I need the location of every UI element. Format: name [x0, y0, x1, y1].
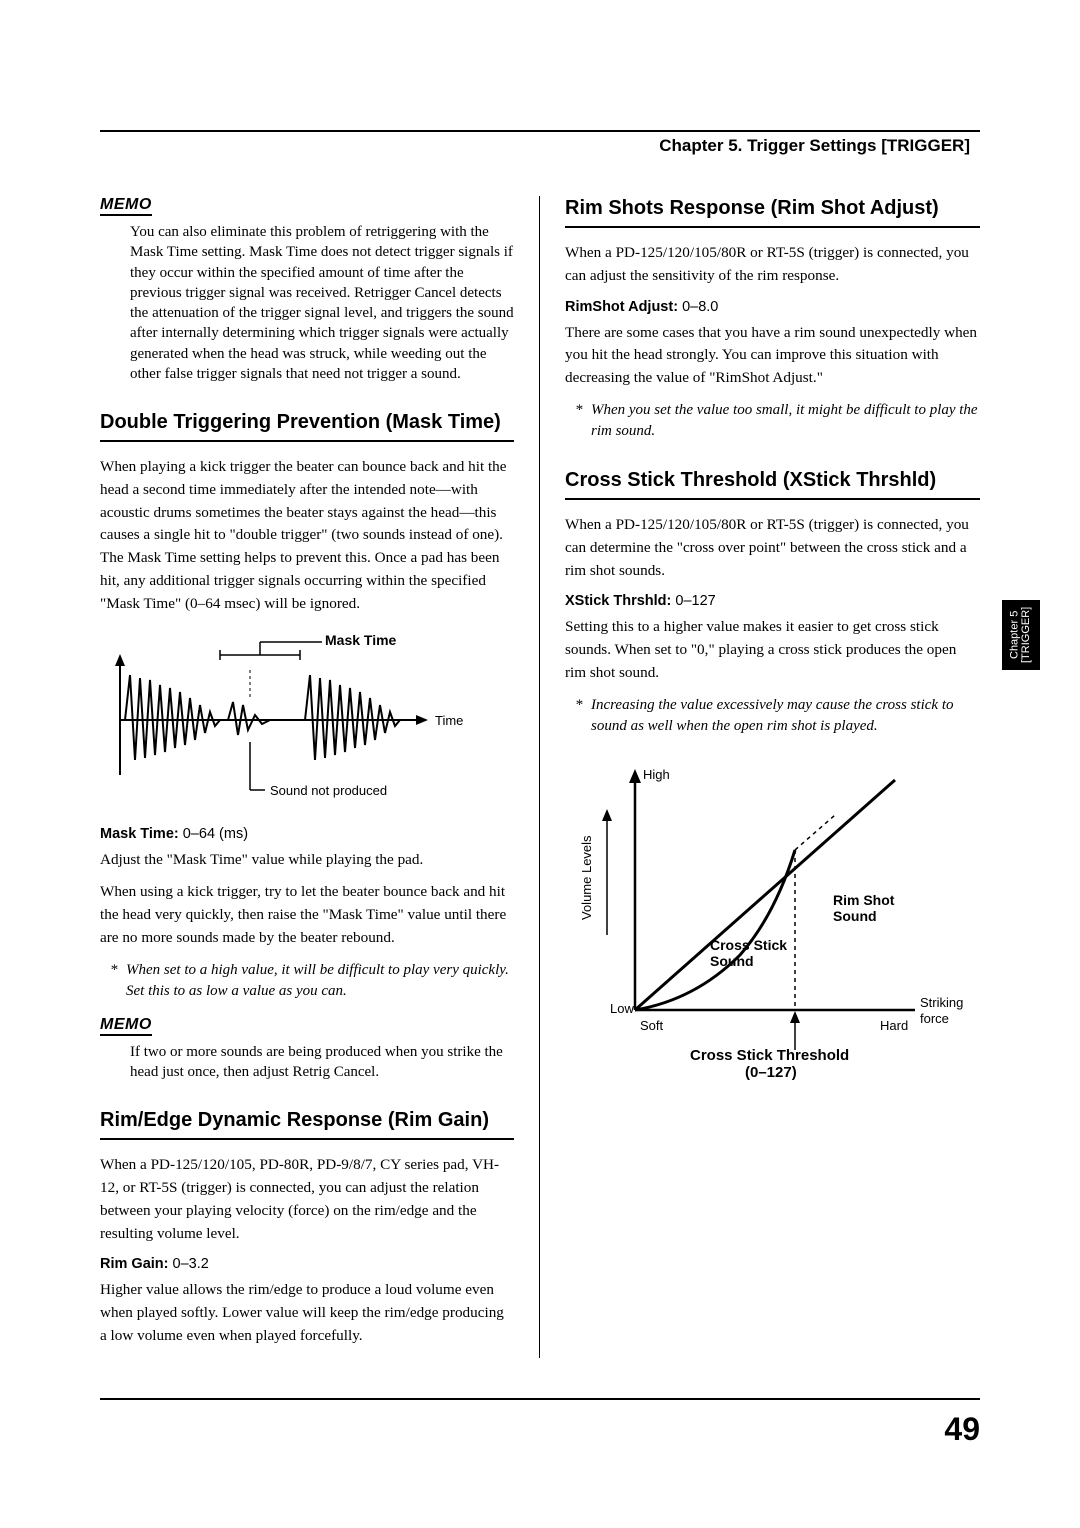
fig-label-low: Low: [610, 1001, 634, 1016]
fig-label-high: High: [643, 767, 670, 782]
fig-label-force: force: [920, 1011, 949, 1026]
columns: MEMO You can also eliminate this problem…: [100, 196, 980, 1358]
section-heading-rim-shot-adjust: Rim Shots Response (Rim Shot Adjust): [565, 196, 980, 228]
param-range: 0–127: [671, 593, 715, 609]
paragraph: Higher value allows the rim/edge to prod…: [100, 1279, 514, 1347]
param-range: 0–64 (ms): [179, 826, 248, 842]
chapter-header: Chapter 5. Trigger Settings [TRIGGER]: [100, 130, 980, 156]
paragraph: There are some cases that you have a rim…: [565, 322, 980, 390]
param-label: Mask Time:: [100, 826, 179, 842]
note: When set to a high value, it will be dif…: [126, 960, 514, 1002]
fig-label-soft: Soft: [640, 1018, 664, 1033]
fig-label-striking: Striking: [920, 995, 963, 1010]
section-heading-rim-gain: Rim/Edge Dynamic Response (Rim Gain): [100, 1108, 514, 1140]
memo-block-2: MEMO If two or more sounds are being pro…: [100, 1016, 514, 1083]
param-label: RimShot Adjust:: [565, 299, 678, 315]
bottom-rule: [100, 1398, 980, 1400]
memo-label: MEMO: [100, 1016, 152, 1036]
param-label: XStick Thrshld:: [565, 593, 671, 609]
memo-body: You can also eliminate this problem of r…: [130, 222, 514, 384]
fig-label-sound-not-produced: Sound not produced: [270, 783, 387, 798]
section-heading-mask-time: Double Triggering Prevention (Mask Time): [100, 410, 514, 442]
paragraph: When using a kick trigger, try to let th…: [100, 881, 514, 949]
note: When you set the value too small, it mig…: [591, 400, 980, 442]
paragraph: Setting this to a higher value makes it …: [565, 616, 980, 684]
param-xstick-thrshld: XStick Thrshld: 0–127: [565, 592, 980, 610]
xstick-figure: High Low Soft Hard Volume Levels Strikin…: [565, 755, 980, 1090]
section-heading-xstick: Cross Stick Threshold (XStick Thrshld): [565, 468, 980, 500]
fig-label-volume-levels: Volume Levels: [579, 835, 594, 920]
param-rimshot-adjust: RimShot Adjust: 0–8.0: [565, 298, 980, 316]
fig-caption-2: (0–127): [745, 1064, 797, 1081]
mask-time-figure: Mask Time Time: [100, 630, 514, 815]
side-tab: Chapter 5 [TRIGGER]: [1002, 600, 1040, 670]
fig-label-rimshot-1: Rim Shot: [833, 892, 895, 908]
fig-label-hard: Hard: [880, 1018, 908, 1033]
param-mask-time: Mask Time: 0–64 (ms): [100, 825, 514, 843]
paragraph: When a PD-125/120/105/80R or RT-5S (trig…: [565, 514, 980, 582]
fig-label-cross-1: Cross Stick: [710, 937, 787, 953]
fig-label-rimshot-2: Sound: [833, 908, 877, 924]
param-range: 0–8.0: [678, 299, 718, 315]
right-column: Rim Shots Response (Rim Shot Adjust) Whe…: [540, 196, 980, 1358]
page-content: Chapter 5. Trigger Settings [TRIGGER] ME…: [100, 130, 980, 1358]
param-rim-gain: Rim Gain: 0–3.2: [100, 1255, 514, 1273]
memo-block-1: MEMO You can also eliminate this problem…: [100, 196, 514, 384]
paragraph: Adjust the "Mask Time" value while playi…: [100, 849, 514, 872]
param-range: 0–3.2: [168, 1256, 208, 1272]
paragraph: When a PD-125/120/105, PD-80R, PD-9/8/7,…: [100, 1154, 514, 1245]
left-column: MEMO You can also eliminate this problem…: [100, 196, 540, 1358]
param-label: Rim Gain:: [100, 1256, 168, 1272]
fig-label-time: Time: [435, 713, 463, 728]
memo-label: MEMO: [100, 196, 152, 216]
fig-label-mask-time: Mask Time: [325, 632, 397, 648]
fig-caption-1: Cross Stick Threshold: [690, 1047, 849, 1064]
memo-body: If two or more sounds are being produced…: [130, 1042, 514, 1083]
page-number: 49: [944, 1411, 980, 1448]
paragraph: When a PD-125/120/105/80R or RT-5S (trig…: [565, 242, 980, 288]
fig-label-cross-2: Sound: [710, 953, 754, 969]
note: Increasing the value excessively may cau…: [591, 695, 980, 737]
paragraph: When playing a kick trigger the beater c…: [100, 456, 514, 616]
